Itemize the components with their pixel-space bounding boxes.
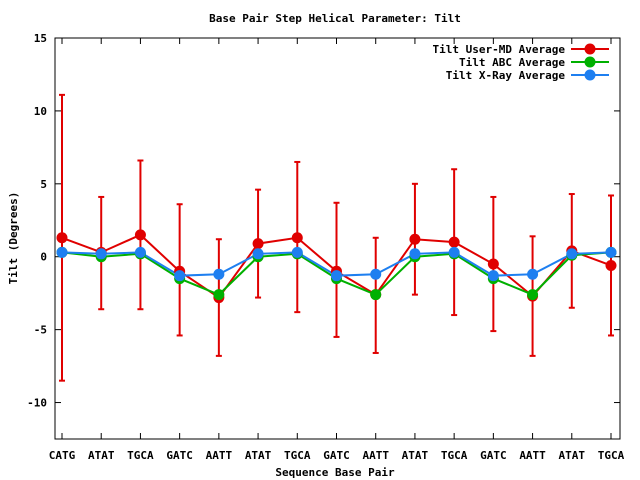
legend-label: Tilt ABC Average (459, 56, 565, 69)
x-tick-label: TGCA (127, 449, 154, 462)
x-tick-label: ATAT (245, 449, 272, 462)
legend-marker (584, 56, 596, 68)
x-tick-label: TGCA (284, 449, 311, 462)
series-3-point (527, 268, 539, 280)
series-3-point (252, 248, 264, 260)
x-tick-label: AATT (206, 449, 233, 462)
x-tick-label: AATT (362, 449, 389, 462)
series-1-point (448, 236, 460, 248)
y-tick-label: 0 (40, 251, 47, 264)
y-tick-label: -10 (27, 397, 47, 410)
series-3-point (134, 246, 146, 258)
y-tick-label: 5 (40, 178, 47, 191)
x-tick-label: CATG (49, 449, 76, 462)
chart-title: Base Pair Step Helical Parameter: Tilt (209, 12, 461, 25)
series-3-point (174, 270, 186, 282)
plot-frame (54, 37, 621, 440)
x-tick-label: ATAT (402, 449, 429, 462)
series-3-point (605, 246, 617, 258)
series-2-point (370, 289, 382, 301)
y-tick-label: -5 (34, 324, 47, 337)
legend-label: Tilt X-Ray Average (446, 69, 566, 82)
x-tick-label: AATT (519, 449, 546, 462)
y-tick-label: 10 (34, 105, 47, 118)
x-tick-label: GATC (480, 449, 507, 462)
series-points (56, 229, 617, 304)
series-1-point (487, 258, 499, 270)
series-3-point (487, 270, 499, 282)
series-1-point (252, 238, 264, 250)
series-2-point (527, 289, 539, 301)
series-3-point (56, 246, 68, 258)
y-axis-label: Tilt (Degrees) (7, 192, 20, 285)
series-3-point (291, 246, 303, 258)
legend-label: Tilt User-MD Average (433, 43, 566, 56)
axis-ticks: 15 10 5 0 -5 -10 CATG ATAT TGCA GATC AATT ATAT TGCA G… (27, 32, 624, 462)
series-3-point (370, 268, 382, 280)
series-1-point (605, 259, 617, 271)
x-axis-label: Sequence Base Pair (275, 466, 395, 479)
series-3-point (566, 248, 578, 260)
x-tick-label: ATAT (88, 449, 115, 462)
series-2-point (213, 289, 225, 301)
x-tick-label: ATAT (559, 449, 586, 462)
x-tick-label: GATC (323, 449, 350, 462)
x-tick-label: TGCA (598, 449, 625, 462)
series-1-point (134, 229, 146, 241)
legend-marker (584, 69, 596, 81)
series-3-point (331, 270, 342, 282)
y-tick-label: 15 (34, 32, 47, 45)
series-1-point (409, 233, 421, 245)
legend-marker (584, 43, 596, 55)
x-tick-label: TGCA (441, 449, 468, 462)
series-3-point (213, 268, 225, 280)
x-tick-label: GATC (166, 449, 193, 462)
series-1-point (291, 232, 303, 244)
series-3-point (409, 248, 421, 260)
series-1-point (56, 232, 68, 244)
series-3-point (448, 246, 460, 258)
series-3-point (95, 248, 107, 260)
